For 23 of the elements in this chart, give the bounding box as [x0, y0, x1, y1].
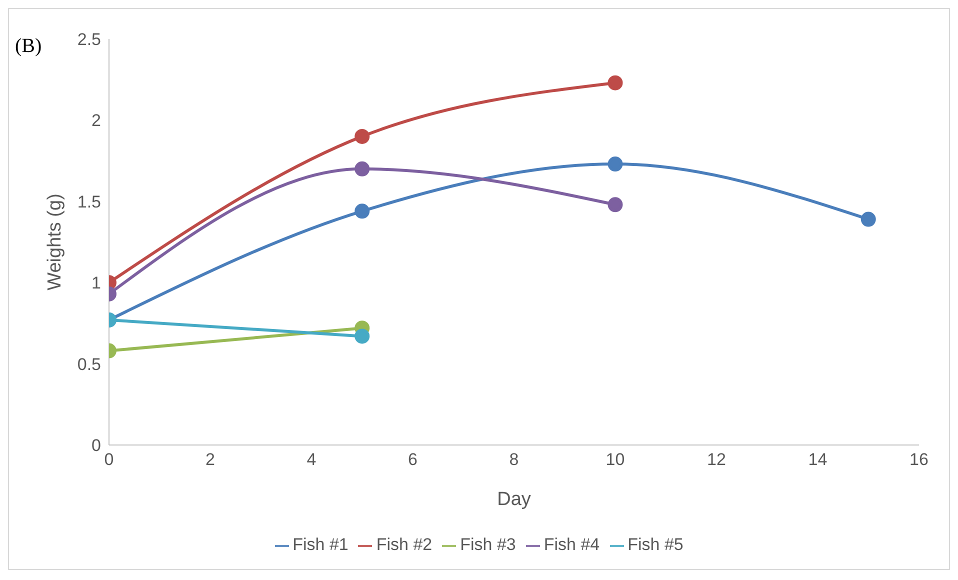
- y-tick-label: 0.5: [77, 354, 101, 374]
- x-tick-label: 12: [707, 450, 726, 470]
- x-tick-label: 6: [408, 450, 418, 470]
- legend-label: Fish #3: [460, 535, 516, 554]
- x-tick-label: 10: [606, 450, 625, 470]
- x-tick-label: 4: [306, 450, 316, 470]
- legend-label: Fish #1: [292, 535, 348, 554]
- x-axis-title: Day: [497, 489, 532, 510]
- x-tick-label: 14: [808, 450, 828, 470]
- y-tick-label: 1.5: [77, 192, 101, 212]
- text: (B): [15, 35, 42, 58]
- y-tick-label: 2.5: [77, 30, 101, 50]
- y-tick-label: 2: [92, 111, 101, 130]
- y-tick-label: 1: [92, 274, 101, 293]
- y-axis-title: Weights (g): [44, 194, 66, 290]
- x-tick-label: 2: [206, 450, 215, 470]
- x-tick-label: 16: [910, 450, 928, 470]
- y-tick-label: 0: [92, 436, 101, 456]
- legend-label: Fish #5: [628, 535, 684, 554]
- x-tick-label: 8: [509, 450, 519, 470]
- legend-label: Fish #2: [376, 535, 432, 554]
- legend-label: Fish #4: [544, 535, 600, 554]
- x-tick-label: 0: [104, 450, 114, 470]
